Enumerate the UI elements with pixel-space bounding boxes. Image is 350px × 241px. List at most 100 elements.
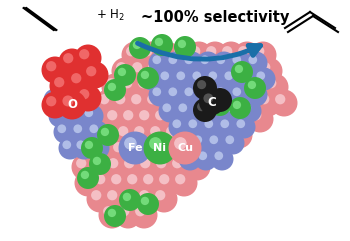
Circle shape xyxy=(206,89,233,116)
Circle shape xyxy=(163,94,173,104)
Circle shape xyxy=(70,120,92,143)
Circle shape xyxy=(104,205,126,227)
Circle shape xyxy=(145,75,155,85)
Circle shape xyxy=(190,100,214,122)
Circle shape xyxy=(113,116,125,128)
Circle shape xyxy=(148,83,172,107)
Circle shape xyxy=(85,141,93,149)
Circle shape xyxy=(92,72,104,84)
Circle shape xyxy=(63,92,72,101)
Circle shape xyxy=(248,100,261,112)
Circle shape xyxy=(247,108,258,119)
Circle shape xyxy=(194,164,206,176)
Circle shape xyxy=(54,120,77,143)
Circle shape xyxy=(198,151,207,160)
Circle shape xyxy=(191,58,218,85)
Circle shape xyxy=(86,136,110,160)
Circle shape xyxy=(152,154,178,181)
Circle shape xyxy=(173,60,183,70)
Circle shape xyxy=(232,55,241,64)
Circle shape xyxy=(233,41,260,68)
Circle shape xyxy=(206,46,216,56)
Circle shape xyxy=(198,140,209,150)
Circle shape xyxy=(142,89,169,116)
Circle shape xyxy=(193,116,205,128)
Circle shape xyxy=(167,106,194,133)
Circle shape xyxy=(157,60,168,70)
Circle shape xyxy=(121,41,148,68)
Circle shape xyxy=(147,94,158,104)
Circle shape xyxy=(54,77,64,87)
Circle shape xyxy=(198,126,208,136)
Circle shape xyxy=(217,97,228,108)
Circle shape xyxy=(134,106,161,133)
Circle shape xyxy=(194,103,203,112)
Circle shape xyxy=(97,161,107,171)
Circle shape xyxy=(173,92,183,102)
Circle shape xyxy=(118,74,145,100)
Circle shape xyxy=(114,164,126,176)
Circle shape xyxy=(181,52,203,74)
Circle shape xyxy=(154,169,182,196)
Circle shape xyxy=(245,52,267,74)
Circle shape xyxy=(148,52,160,64)
Circle shape xyxy=(218,68,230,80)
Text: C: C xyxy=(208,95,216,108)
Circle shape xyxy=(140,138,168,165)
Circle shape xyxy=(209,124,219,134)
Circle shape xyxy=(75,169,102,196)
Circle shape xyxy=(91,110,101,120)
Circle shape xyxy=(123,190,133,200)
Circle shape xyxy=(204,119,213,128)
Circle shape xyxy=(220,132,232,144)
Circle shape xyxy=(173,67,196,91)
Circle shape xyxy=(252,85,262,95)
Circle shape xyxy=(91,190,101,200)
Circle shape xyxy=(140,67,163,91)
Circle shape xyxy=(219,156,230,167)
Circle shape xyxy=(145,201,155,211)
Circle shape xyxy=(221,60,231,70)
Circle shape xyxy=(128,84,140,96)
Circle shape xyxy=(85,95,97,107)
Circle shape xyxy=(137,67,159,89)
Circle shape xyxy=(183,154,210,181)
Circle shape xyxy=(225,116,237,128)
Circle shape xyxy=(62,141,71,149)
Circle shape xyxy=(166,74,192,100)
Circle shape xyxy=(215,106,241,133)
Circle shape xyxy=(231,61,253,83)
Circle shape xyxy=(68,101,82,114)
Circle shape xyxy=(116,62,126,72)
Circle shape xyxy=(61,93,71,103)
Circle shape xyxy=(193,71,201,80)
Circle shape xyxy=(188,158,198,168)
Circle shape xyxy=(190,89,217,116)
Circle shape xyxy=(202,107,213,118)
Circle shape xyxy=(97,116,109,128)
Circle shape xyxy=(169,41,196,68)
Circle shape xyxy=(114,201,141,228)
Circle shape xyxy=(77,167,99,189)
Circle shape xyxy=(228,52,240,64)
Circle shape xyxy=(245,76,255,87)
Circle shape xyxy=(90,141,99,149)
Circle shape xyxy=(126,46,136,56)
Circle shape xyxy=(103,186,130,213)
Circle shape xyxy=(135,206,145,216)
Circle shape xyxy=(154,41,181,68)
Circle shape xyxy=(159,100,182,122)
Circle shape xyxy=(81,145,91,155)
Circle shape xyxy=(81,137,103,159)
Circle shape xyxy=(196,83,219,107)
Circle shape xyxy=(56,88,84,115)
Circle shape xyxy=(275,94,285,104)
Circle shape xyxy=(170,68,182,80)
Circle shape xyxy=(160,84,172,96)
Circle shape xyxy=(125,138,152,165)
Circle shape xyxy=(229,76,239,87)
Circle shape xyxy=(121,100,133,112)
Circle shape xyxy=(239,69,249,79)
Circle shape xyxy=(172,132,184,144)
Circle shape xyxy=(137,193,159,215)
